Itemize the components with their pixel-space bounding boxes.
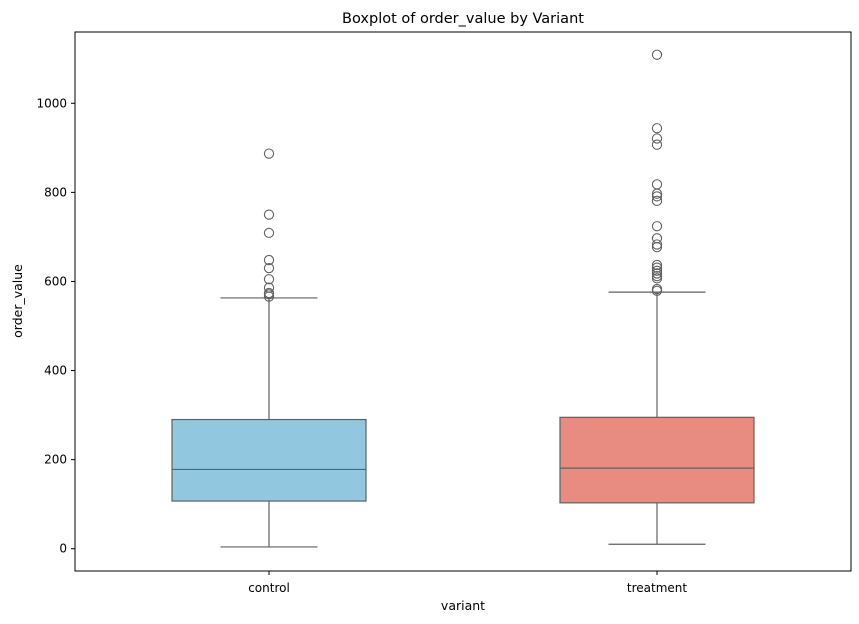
box-iqr xyxy=(559,416,755,504)
outlier-point xyxy=(263,209,275,220)
x-axis-label: variant xyxy=(441,598,485,613)
y-tick-label: 800 xyxy=(44,185,67,199)
outlier-point xyxy=(263,274,275,285)
outlier-point xyxy=(263,254,275,266)
y-tick-label: 1000 xyxy=(36,96,67,110)
outlier-point xyxy=(263,282,275,293)
y-axis: 0 200 400 600 800 1000 xyxy=(36,96,75,556)
outlier-point xyxy=(651,262,663,273)
outlier-point xyxy=(651,195,663,206)
outlier-point xyxy=(651,265,663,276)
outlier-point xyxy=(651,221,663,232)
x-tick-label: treatment xyxy=(627,581,687,595)
outlier-point xyxy=(651,139,663,150)
outlier-point xyxy=(263,287,275,299)
outlier-point xyxy=(651,133,663,144)
y-tick-label: 0 xyxy=(59,542,67,556)
chart-title: Boxplot of order_value by Variant xyxy=(342,11,584,27)
outlier-point xyxy=(651,268,663,279)
x-tick-label: control xyxy=(248,581,290,595)
box-iqr xyxy=(171,418,367,502)
plot-frame xyxy=(74,31,852,572)
outlier-point xyxy=(651,123,663,134)
outlier-point xyxy=(263,148,275,159)
outlier-point xyxy=(651,191,663,202)
y-tick-label: 400 xyxy=(44,364,67,378)
outlier-point xyxy=(651,283,663,295)
outlier-point xyxy=(651,259,663,271)
y-axis-label: order_value xyxy=(10,264,25,338)
outlier-point xyxy=(651,233,663,244)
box-group-control xyxy=(171,148,367,548)
outlier-point xyxy=(263,227,275,239)
outlier-point xyxy=(651,49,663,60)
box-group-treatment xyxy=(559,49,755,545)
outlier-point xyxy=(651,239,663,250)
outlier-point xyxy=(651,179,663,190)
y-tick-label: 600 xyxy=(44,274,67,288)
y-tick-label: 200 xyxy=(44,453,67,467)
outlier-point xyxy=(263,262,275,274)
plot-area xyxy=(171,49,755,548)
outlier-point xyxy=(651,270,663,282)
x-axis: control treatment xyxy=(248,571,687,595)
